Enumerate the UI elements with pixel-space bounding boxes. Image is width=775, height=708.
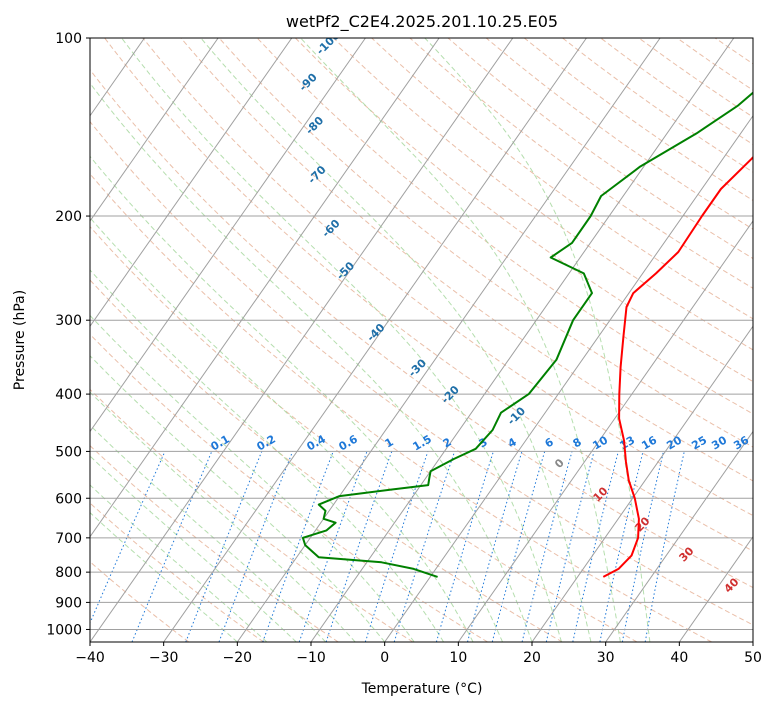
moist-adiabat: [121, 38, 562, 642]
dry-adiabat: [218, 38, 753, 448]
moist-adiabat: [90, 391, 356, 642]
mixing-ratio-line: [467, 451, 523, 642]
y-tick-label: 300: [55, 313, 82, 329]
moist-adiabat: [90, 216, 474, 642]
moist-adiabat: [90, 512, 238, 642]
isotherm-line: [90, 38, 293, 328]
y-tick-label: 900: [55, 595, 82, 611]
moist-adiabat: [90, 269, 445, 642]
moist-adiabat: [90, 82, 533, 642]
dry-adiabat: [333, 38, 753, 351]
mixing-ratio-line: [521, 451, 573, 642]
y-tick-label: 700: [55, 531, 82, 547]
isotherm-line: [310, 38, 735, 642]
dry-adiabat: [371, 38, 753, 320]
plot-frame: [89, 37, 754, 643]
isotherm-line: [236, 38, 661, 642]
isotherm-line: [90, 38, 514, 642]
x-tick-label: −30: [149, 650, 179, 666]
mixing-ratio-line: [218, 451, 294, 642]
dewpoint-line: [301, 91, 753, 578]
mixing-ratio-line: [185, 451, 263, 642]
mixing-ratio-line: [545, 451, 595, 642]
isotherm-line: [90, 38, 219, 222]
y-tick-label: 1000: [46, 622, 82, 638]
y-tick-label: 400: [55, 387, 82, 403]
mixing-ratio-line: [325, 451, 393, 642]
dry-adiabat: [142, 38, 753, 517]
x-tick-label: 10: [449, 650, 467, 666]
isotherm-line: [384, 114, 753, 642]
moist-adiabat: [90, 484, 268, 642]
dry-adiabat: [180, 38, 753, 482]
temperature-line: [602, 155, 753, 578]
isotherm-line: [457, 220, 753, 642]
x-tick-label: −40: [75, 650, 105, 666]
x-tick-label: −10: [296, 650, 326, 666]
y-tick-label: 600: [55, 491, 82, 507]
y-tick-label: 200: [55, 209, 82, 225]
isotherm-line: [163, 38, 587, 642]
profile-series: [301, 91, 753, 578]
moist-adiabat: [200, 38, 592, 642]
x-axis: −40 −30 −20 −10 0 10 20 30 40 50: [75, 642, 762, 666]
x-tick-label: 0: [380, 650, 389, 666]
dry-adiabat: [295, 38, 753, 383]
dry-adiabat: [90, 279, 563, 642]
isotherm-line: [531, 325, 753, 642]
y-tick-label: 100: [55, 31, 82, 47]
chart-title: wetPf2_C2E4.2025.201.10.25.E05: [286, 12, 558, 32]
x-tick-label: −20: [223, 650, 253, 666]
mixing-ratio-line: [90, 451, 166, 625]
moist-adiabat: [424, 38, 651, 642]
dry-adiabat: [90, 333, 488, 642]
moist-adiabat: [300, 38, 621, 642]
isotherm-line: [605, 430, 753, 642]
mixing-ratio-line: [572, 451, 619, 642]
x-axis-label: Temperature (°C): [361, 681, 483, 697]
x-tick-label: 30: [597, 650, 615, 666]
y-axis-label: Pressure (hPa): [12, 290, 28, 390]
y-tick-label: 500: [55, 444, 82, 460]
isotherm-line: [678, 535, 753, 642]
y-tick-label: 800: [55, 565, 82, 581]
x-tick-label: 40: [670, 650, 688, 666]
mixing-ratio-line: [435, 451, 494, 642]
y-axis: 100 200 300 400 500 600 700 800 900 1000: [46, 31, 90, 638]
mixing-ratio-line: [262, 451, 334, 642]
x-tick-label: 20: [523, 650, 541, 666]
dry-adiabat: [90, 561, 190, 642]
mixing-ratio-line: [364, 451, 429, 642]
isotherm-line: [90, 38, 366, 433]
isotherm-line: [90, 38, 440, 538]
dry-adiabat: [90, 120, 753, 626]
moist-adiabat: [90, 355, 386, 642]
x-tick-label: 50: [744, 650, 762, 666]
dry-adiabat: [90, 173, 712, 642]
mixing-ratio-line: [131, 451, 213, 642]
moist-adiabat: [90, 424, 327, 642]
dry-adiabat: [90, 68, 753, 589]
